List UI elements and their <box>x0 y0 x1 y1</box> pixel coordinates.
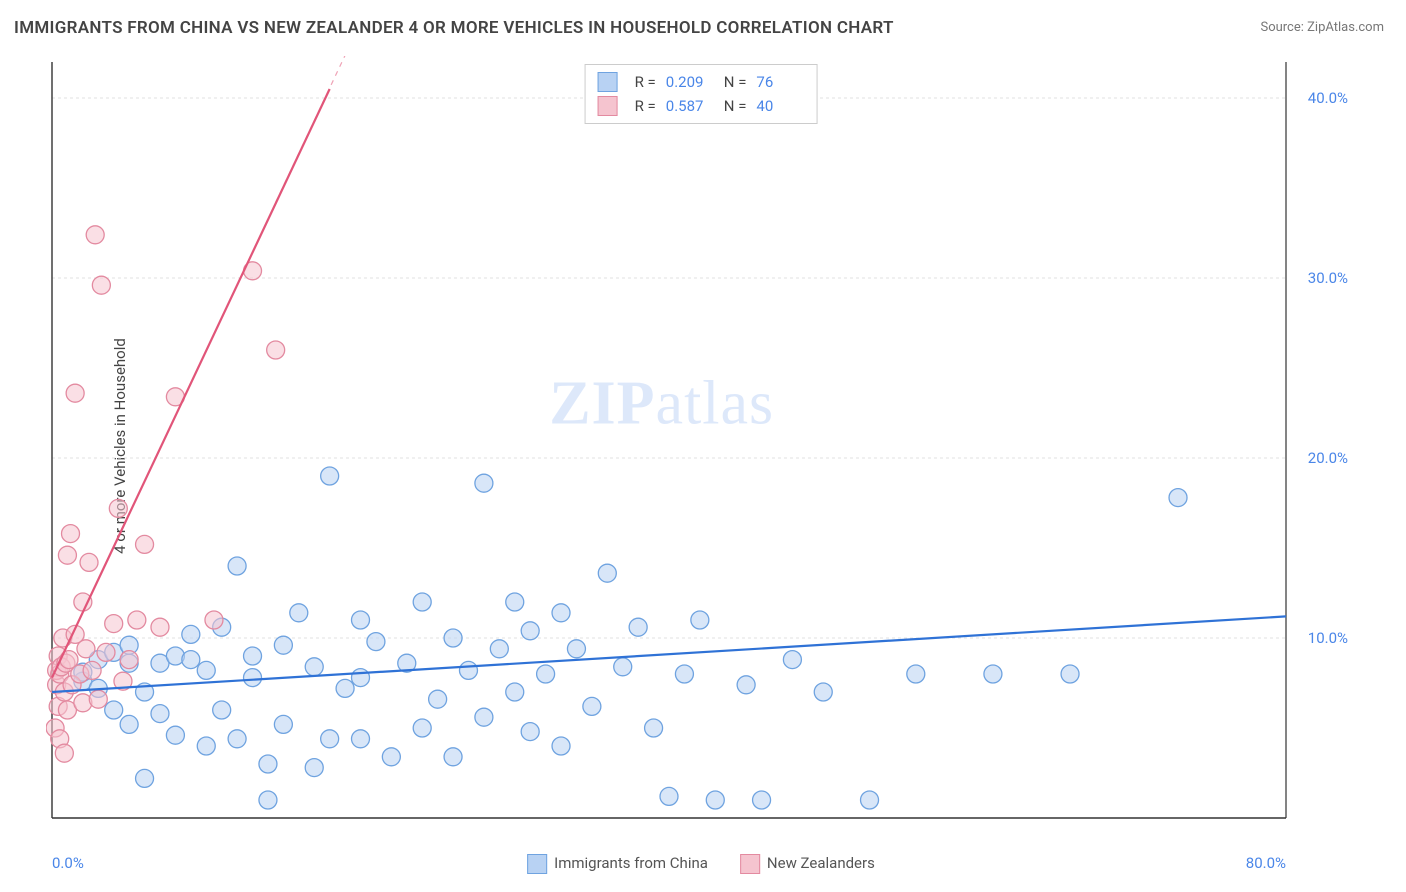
legend-item-nz: New Zealanders <box>740 854 875 874</box>
r-value-china: 0.209 <box>666 70 714 94</box>
n-label: N = <box>724 94 747 118</box>
n-label: N = <box>724 70 747 94</box>
chart-container: IMMIGRANTS FROM CHINA VS NEW ZEALANDER 4… <box>0 0 1406 892</box>
legend-label-nz: New Zealanders <box>767 854 875 872</box>
y-tick-label: 40.0% <box>1308 89 1356 107</box>
y-tick-label: 20.0% <box>1308 449 1356 467</box>
legend-item-china: Immigrants from China <box>527 854 708 874</box>
r-label: R = <box>635 94 656 118</box>
stats-legend: R = 0.209 N = 76 R = 0.587 N = 40 <box>585 64 818 124</box>
y-tick-label: 10.0% <box>1308 629 1356 647</box>
source-label: Source: ZipAtlas.com <box>1260 20 1384 35</box>
x-tick-label: 80.0% <box>1246 854 1286 872</box>
stats-row-nz: R = 0.587 N = 40 <box>598 94 805 118</box>
n-value-china: 76 <box>756 70 804 94</box>
swatch-nz <box>598 96 618 116</box>
legend-swatch-nz <box>740 854 760 874</box>
plot-area: ZIPatlas R = 0.209 N = 76 R = 0.587 N = … <box>46 56 1356 846</box>
chart-title: IMMIGRANTS FROM CHINA VS NEW ZEALANDER 4… <box>14 18 894 38</box>
swatch-china <box>598 72 618 92</box>
n-value-nz: 40 <box>756 94 804 118</box>
x-tick-label: 0.0% <box>52 854 84 872</box>
legend-swatch-china <box>527 854 547 874</box>
r-value-nz: 0.587 <box>666 94 714 118</box>
r-label: R = <box>635 70 656 94</box>
scatter-svg <box>46 56 1356 846</box>
series-legend: Immigrants from China New Zealanders <box>527 854 875 874</box>
stats-row-china: R = 0.209 N = 76 <box>598 70 805 94</box>
legend-label-china: Immigrants from China <box>554 854 708 872</box>
y-tick-label: 30.0% <box>1308 269 1356 287</box>
